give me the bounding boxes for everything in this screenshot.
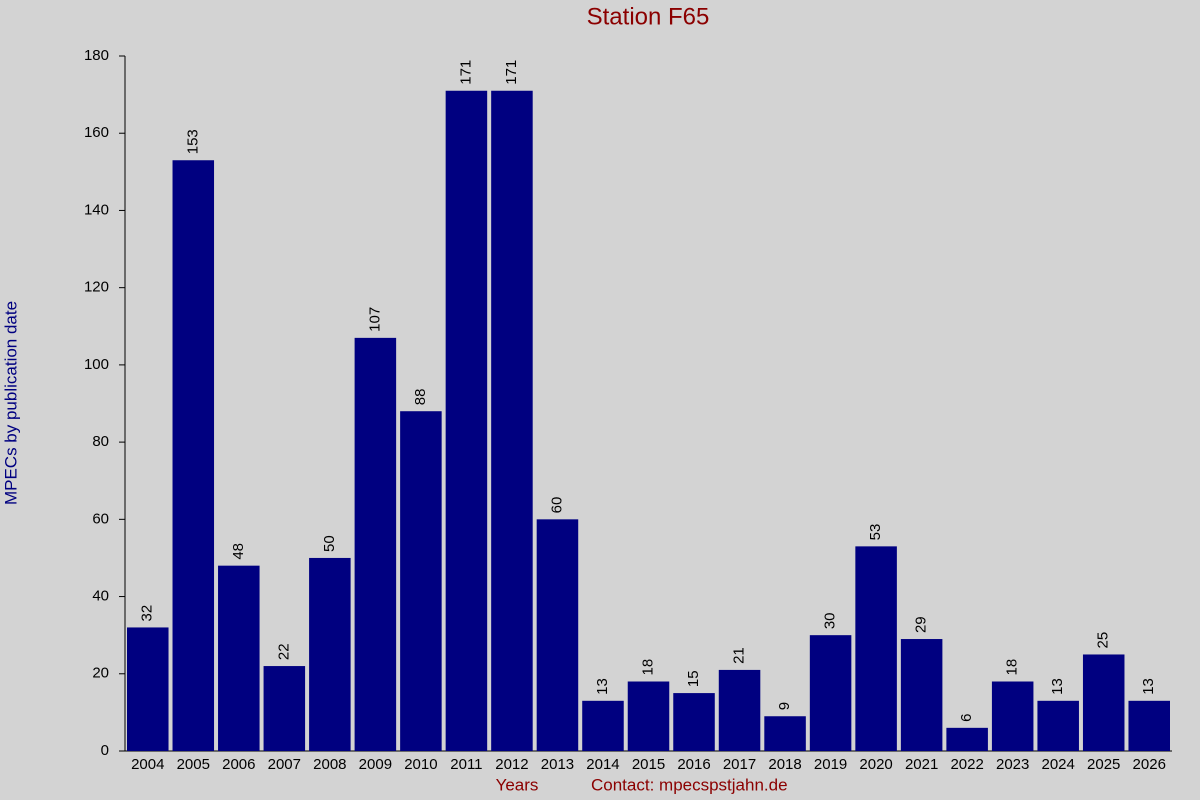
value-label: 13 <box>594 678 611 695</box>
x-tick-label: 2008 <box>313 756 346 773</box>
x-tick-label: 2013 <box>541 756 574 773</box>
y-tick-label: 100 <box>84 356 109 373</box>
value-label: 18 <box>1004 659 1021 676</box>
bar <box>1082 654 1125 751</box>
value-label: 15 <box>685 670 702 687</box>
bar <box>991 681 1034 751</box>
y-tick-label: 60 <box>92 510 109 527</box>
x-tick-label: 2011 <box>450 756 482 773</box>
x-tick-label: 2019 <box>814 756 847 773</box>
y-tick-label: 140 <box>84 201 109 218</box>
value-label: 30 <box>822 612 839 629</box>
value-label: 171 <box>457 60 474 85</box>
bar <box>764 716 806 751</box>
y-tick-label: 20 <box>92 665 109 682</box>
y-tick-label: 40 <box>92 588 109 605</box>
bar <box>263 666 306 751</box>
value-label: 53 <box>867 524 884 541</box>
x-tick-label: 2024 <box>1042 756 1075 773</box>
y-tick-label: 180 <box>84 47 109 64</box>
bar <box>946 727 988 751</box>
bar <box>536 519 579 751</box>
value-label: 32 <box>139 605 156 622</box>
value-label: 25 <box>1095 632 1112 649</box>
bar <box>1037 700 1079 751</box>
x-tick-label: 2017 <box>723 756 756 773</box>
x-tick-label: 2022 <box>950 756 983 773</box>
value-label: 171 <box>503 60 520 85</box>
value-label: 88 <box>412 389 429 406</box>
x-tick-label: 2023 <box>996 756 1029 773</box>
value-label: 21 <box>731 647 748 664</box>
y-tick-label: 0 <box>101 742 109 759</box>
value-label: 153 <box>184 129 201 154</box>
value-label: 13 <box>1049 678 1066 695</box>
bar <box>582 700 624 751</box>
bar <box>718 669 761 751</box>
bar <box>1128 700 1170 751</box>
bar <box>127 627 169 751</box>
bar <box>172 160 215 751</box>
bar <box>354 337 397 751</box>
x-tick-label: 2020 <box>859 756 892 773</box>
bar <box>809 635 852 751</box>
x-tick-label: 2004 <box>131 756 164 773</box>
bar <box>855 546 897 751</box>
x-tick-label: 2005 <box>177 756 210 773</box>
x-tick-label: 2025 <box>1087 756 1120 773</box>
x-tick-label: 2012 <box>495 756 528 773</box>
bar <box>627 681 670 751</box>
bar <box>218 565 260 751</box>
value-label: 60 <box>548 497 565 514</box>
value-label: 6 <box>958 713 975 721</box>
chart-title: Station F65 <box>587 3 710 30</box>
y-tick-label: 80 <box>92 433 109 450</box>
x-tick-label: 2015 <box>632 756 665 773</box>
x-tick-label: 2026 <box>1133 756 1166 773</box>
value-label: 9 <box>776 702 793 710</box>
bar <box>673 693 715 751</box>
value-label: 22 <box>275 643 292 660</box>
x-tick-label: 2010 <box>404 756 437 773</box>
value-label: 29 <box>913 616 930 633</box>
value-label: 107 <box>366 307 383 332</box>
x-tick-label: 2016 <box>677 756 710 773</box>
value-label: 48 <box>230 543 247 560</box>
x-tick-label: 2009 <box>359 756 392 773</box>
x-tick-label: 2006 <box>222 756 255 773</box>
bar <box>900 639 943 751</box>
value-label: 13 <box>1140 678 1157 695</box>
x-tick-label: 2007 <box>268 756 301 773</box>
value-label: 18 <box>639 659 656 676</box>
x-tick-label: 2018 <box>768 756 801 773</box>
y-axis-label: MPECs by publication date <box>1 301 20 505</box>
y-tick-label: 120 <box>84 279 109 296</box>
contact: Contact: mpecspstjahn.de <box>591 775 788 794</box>
bar <box>445 90 488 751</box>
value-label: 50 <box>321 535 338 552</box>
bar <box>309 557 351 751</box>
bar <box>400 411 442 751</box>
x-tick-label: 2014 <box>586 756 619 773</box>
x-axis-label: Years <box>496 775 539 794</box>
x-tick-label: 2021 <box>905 756 938 773</box>
bar <box>491 90 533 751</box>
y-tick-label: 160 <box>84 124 109 141</box>
